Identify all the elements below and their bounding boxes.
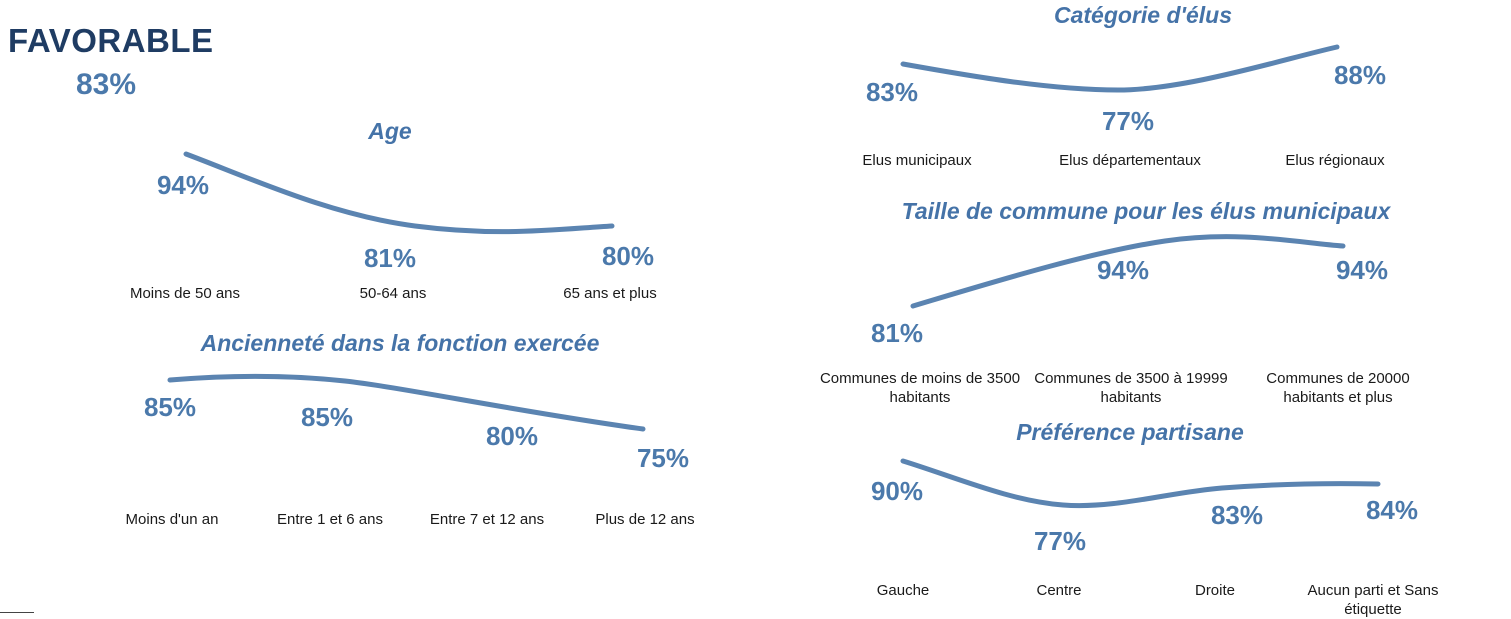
data-point-label: 77% [1033,526,1087,556]
chart-title: Catégorie d'élus [1053,2,1232,28]
data-point-label: 85% [300,402,354,432]
category-label: Elus régionaux [1285,152,1385,169]
chart-title: Age [368,118,412,144]
age-trend-line [183,151,615,235]
chart-title: Taille de commune pour les élus municipa… [901,198,1391,224]
category-label: Elus départementaux [1059,152,1201,169]
overall-favorable-value: 83% [76,68,137,101]
data-point-label: 77% [1101,106,1155,136]
page-title: FAVORABLE [8,22,214,59]
data-point-label: 80% [485,421,539,451]
data-point-label: 90% [870,476,924,506]
category-label: Plus de 12 ans [595,511,695,528]
data-point-label: 83% [865,77,919,107]
category-label: Centre [1036,582,1082,599]
category-label: Communes de 3500 à 19999 habitants [1034,370,1228,406]
data-point-label: 94% [1335,255,1389,285]
categorie-elus-trend-line [900,44,1340,93]
data-point-label: 88% [1333,60,1387,90]
chart-title: Préférence partisane [1016,419,1244,445]
chart-title: Ancienneté dans la fonction exercée [200,330,600,356]
data-point-label: 94% [156,170,210,200]
data-point-label: 84% [1365,495,1419,525]
data-point-label: 83% [1210,500,1264,530]
category-label: Moins d'un an [125,511,219,528]
category-label: Elus municipaux [862,152,972,169]
category-label: Aucun parti et Sans étiquette [1307,582,1439,618]
data-point-label: 81% [870,318,924,348]
category-label: Gauche [876,582,930,599]
category-label: 50-64 ans [359,285,427,302]
data-point-label: 85% [143,392,197,422]
anciennete-trend-line [167,373,646,432]
category-label: 65 ans et plus [563,285,657,302]
category-label: Moins de 50 ans [129,285,241,302]
data-point-label: 94% [1096,255,1150,285]
data-point-label: 75% [636,443,690,473]
category-label: Droite [1194,582,1235,599]
footnote-divider [0,612,34,613]
category-label: Communes de moins de 3500 habitants [819,370,1021,406]
data-point-label: 81% [363,243,417,273]
data-point-label: 80% [601,241,655,271]
category-label: Entre 1 et 6 ans [277,511,383,528]
category-label: Communes de 20000 habitants et plus [1266,370,1410,406]
preference-partisane-trend-line [900,458,1381,509]
category-label: Entre 7 et 12 ans [429,511,545,528]
